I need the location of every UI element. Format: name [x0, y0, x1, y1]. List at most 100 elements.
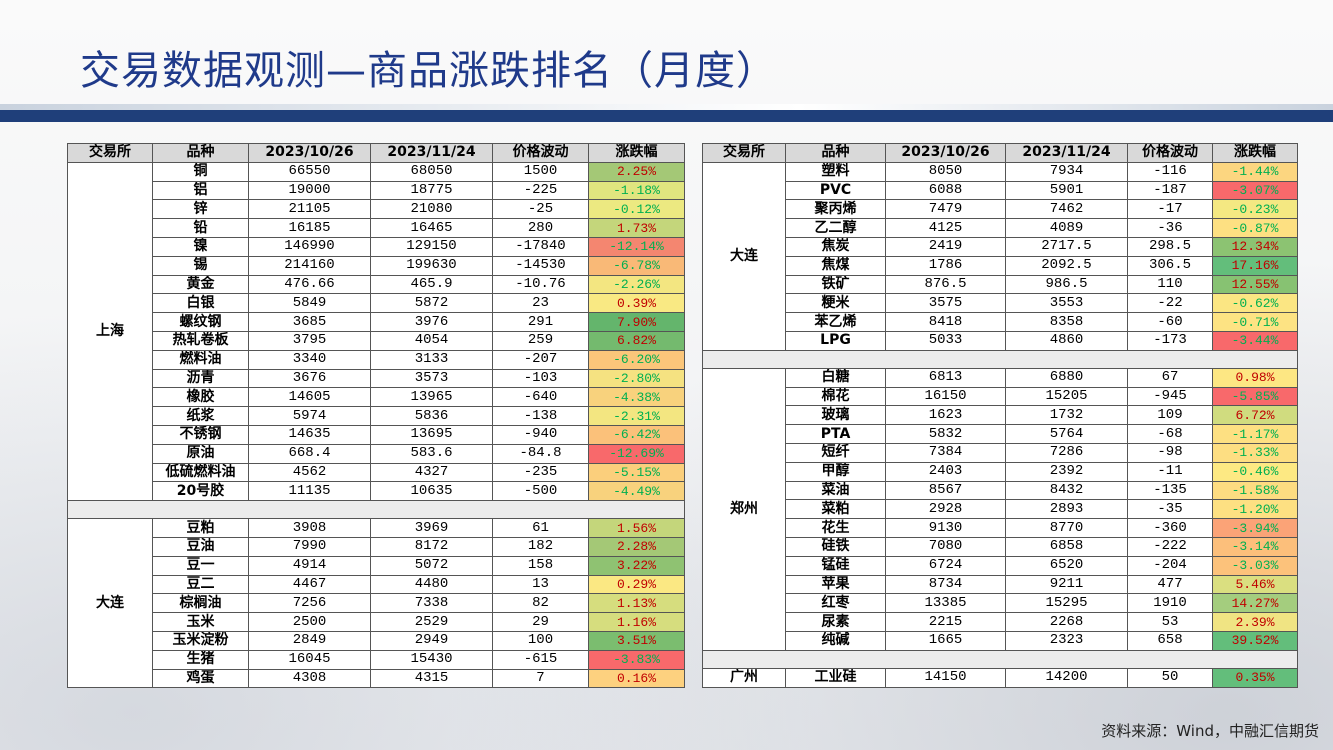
price-start-cell: 476.66: [248, 274, 371, 295]
price-start-cell: 2215: [885, 612, 1006, 632]
price-start-cell: 5974: [248, 406, 371, 426]
table-row: 锌 21105 21080 -25 -0.12%: [68, 199, 685, 220]
variety-cell: 豆油: [152, 536, 249, 557]
price-change-cell: 100: [492, 630, 589, 651]
price-change-cell: 477: [1127, 574, 1213, 595]
variety-cell: 黄金: [152, 274, 249, 295]
price-end-cell: 6520: [1005, 555, 1128, 576]
price-end-cell: 3553: [1005, 293, 1128, 314]
table-row: 苯乙烯 8418 8358 -60 -0.71%: [703, 312, 1298, 332]
pct-change-cell: 3.51%: [588, 630, 685, 651]
variety-cell: 花生: [785, 518, 886, 538]
table-row: 玉米淀粉 2849 2949 100 3.51%: [68, 630, 685, 651]
price-end-cell: 5072: [370, 555, 493, 576]
table-row: PVC 6088 5901 -187 -3.07%: [703, 180, 1298, 201]
price-start-cell: 7384: [885, 442, 1006, 463]
price-end-cell: 4054: [370, 330, 493, 351]
variety-cell: 乙二醇: [785, 218, 886, 238]
price-start-cell: 14635: [248, 424, 371, 445]
price-end-cell: 9211: [1005, 574, 1128, 595]
price-change-cell: 306.5: [1127, 255, 1213, 276]
price-end-cell: 2893: [1005, 499, 1128, 520]
pct-change-cell: -6.42%: [588, 424, 685, 445]
price-start-cell: 7256: [248, 593, 371, 614]
price-end-cell: 7462: [1005, 199, 1128, 220]
table-row: 红枣 13385 15295 1910 14.27%: [703, 593, 1298, 614]
price-end-cell: 10635: [370, 481, 493, 502]
price-end-cell: 3133: [370, 349, 493, 370]
table-row: 铅 16185 16465 280 1.73%: [68, 218, 685, 238]
price-start-cell: 7990: [248, 536, 371, 557]
price-change-cell: -940: [492, 424, 589, 445]
pct-change-cell: 12.55%: [1212, 274, 1298, 295]
price-end-cell: 5901: [1005, 180, 1128, 201]
variety-cell: 螺纹钢: [152, 312, 249, 332]
variety-cell: 苹果: [785, 574, 886, 595]
pct-change-cell: -4.49%: [588, 481, 685, 502]
column-header: 交易所: [67, 143, 153, 163]
table-row: 原油 668.4 583.6 -84.8 -12.69%: [68, 443, 685, 464]
price-end-cell: 5764: [1005, 424, 1128, 444]
price-start-cell: 2403: [885, 461, 1006, 482]
price-start-cell: 16045: [248, 649, 371, 670]
table-row: 花生 9130 8770 -360 -3.94%: [703, 518, 1298, 538]
table-row: PTA 5832 5764 -68 -1.17%: [703, 424, 1298, 444]
pct-change-cell: 6.72%: [1212, 405, 1298, 426]
page-title: 交易数据观测—商品涨跌排名（月度）: [80, 48, 777, 94]
variety-cell: 豆二: [152, 574, 249, 595]
price-change-cell: -187: [1127, 180, 1213, 201]
group-separator-row: [702, 649, 1298, 669]
price-start-cell: 668.4: [248, 443, 371, 464]
price-change-cell: -204: [1127, 555, 1213, 576]
pct-change-cell: -4.38%: [588, 387, 685, 408]
price-change-cell: 280: [492, 218, 589, 238]
variety-cell: 纯碱: [785, 630, 886, 651]
column-header: 品种: [152, 143, 249, 163]
table-row: 铝 19000 18775 -225 -1.18%: [68, 180, 685, 201]
variety-cell: 铅: [152, 218, 249, 238]
table-row: 不锈钢 14635 13695 -940 -6.42%: [68, 424, 685, 445]
pct-change-cell: 0.16%: [588, 668, 685, 689]
price-end-cell: 4860: [1005, 330, 1128, 351]
price-start-cell: 9130: [885, 518, 1006, 538]
price-start-cell: 4125: [885, 218, 1006, 238]
pct-change-cell: -1.33%: [1212, 442, 1298, 463]
group-separator-cell: [702, 649, 1298, 669]
table-row: 聚丙烯 7479 7462 -17 -0.23%: [703, 199, 1298, 220]
price-start-cell: 3676: [248, 368, 371, 389]
pct-change-cell: -5.85%: [1212, 386, 1298, 407]
price-end-cell: 4089: [1005, 218, 1128, 238]
price-start-cell: 8050: [885, 161, 1006, 182]
variety-cell: 棕榈油: [152, 593, 249, 614]
price-change-cell: -103: [492, 368, 589, 389]
table-row: 白银 5849 5872 23 0.39%: [68, 293, 685, 314]
price-start-cell: 876.5: [885, 274, 1006, 295]
variety-cell: 20号胶: [152, 481, 249, 502]
price-end-cell: 15295: [1005, 593, 1128, 614]
price-change-cell: -36: [1127, 218, 1213, 238]
variety-cell: 棉花: [785, 386, 886, 407]
pct-change-cell: 6.82%: [588, 330, 685, 351]
price-start-cell: 214160: [248, 255, 371, 276]
pct-change-cell: 1.13%: [588, 593, 685, 614]
price-change-cell: -945: [1127, 386, 1213, 407]
price-change-cell: 182: [492, 536, 589, 557]
price-change-cell: 7: [492, 668, 589, 689]
price-end-cell: 4315: [370, 668, 493, 689]
price-start-cell: 3795: [248, 330, 371, 351]
price-end-cell: 8358: [1005, 312, 1128, 332]
variety-cell: 锡: [152, 255, 249, 276]
pct-change-cell: 12.34%: [1212, 236, 1298, 257]
price-start-cell: 6724: [885, 555, 1006, 576]
pct-change-cell: 1.56%: [588, 518, 685, 538]
right-table-container: 交易所 品种 2023/10/26 2023/11/24 价格波动 涨跌幅 大连 塑料 805…: [702, 143, 1298, 688]
variety-cell: 焦炭: [785, 236, 886, 257]
left-table-body: 上海铜 66550 68050 1500 2.25% 铝 19000 18775 -225 -1.…: [67, 161, 685, 689]
price-change-cell: -207: [492, 349, 589, 370]
left-table-container: 交易所 品种 2023/10/26 2023/11/24 价格波动 涨跌幅 上海铜 6655…: [67, 143, 685, 689]
table-row: 郑州 白糖 6813 6880 67 0.98%: [702, 367, 1298, 651]
price-start-cell: 146990: [248, 236, 371, 257]
price-end-cell: 3969: [370, 518, 493, 538]
variety-cell: PTA: [785, 424, 886, 444]
source-note: 资料来源：Wind，中融汇信期货: [1101, 722, 1319, 740]
